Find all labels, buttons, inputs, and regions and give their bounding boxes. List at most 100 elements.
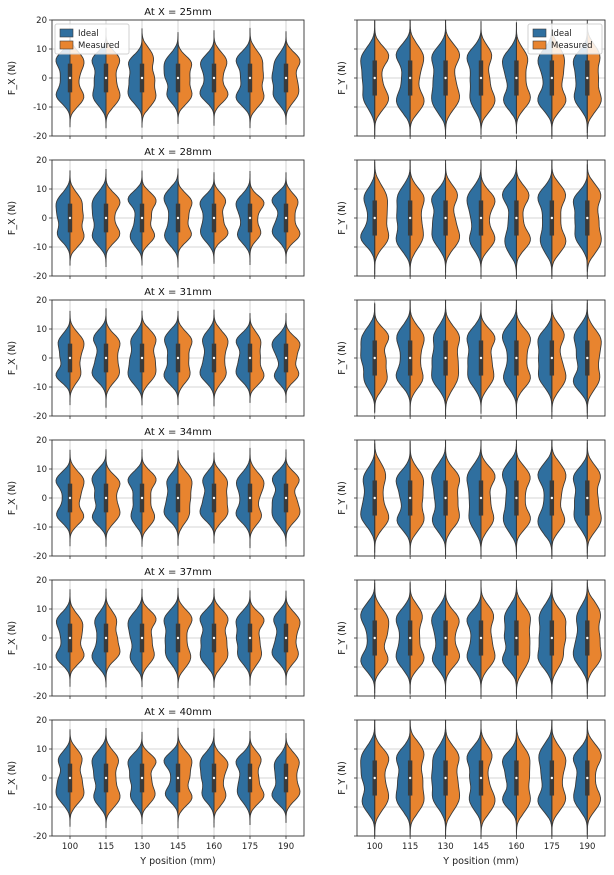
violin-175 [235,171,265,265]
violin-half-ideal [395,19,411,137]
violin-160 [501,719,531,837]
violin-half-ideal [199,454,215,542]
y-axis-label: F_X (N) [7,761,18,795]
violin-median [550,356,554,360]
violin-145 [163,587,193,689]
violin-median [104,496,108,500]
violin-half-ideal [271,31,287,125]
panel-r3-c2: F_Y (N) [337,299,606,419]
violin-half-ideal [501,22,517,134]
violin-175 [537,439,567,557]
violin-half-measured [445,299,461,417]
violin-half-measured [586,302,602,414]
x-tick-label: 100 [62,842,78,852]
y-tick-label: -10 [33,103,47,113]
violin-median [248,636,252,640]
violin-median [515,776,518,780]
violin-half-ideal [572,582,588,694]
x-tick-label: 175 [544,842,560,852]
y-tick-label: -20 [33,692,47,702]
violin-100 [360,159,390,277]
violin-median [586,496,589,500]
violin-100 [55,589,85,687]
violin-190 [271,733,301,823]
violin-160 [501,579,531,697]
violin-half-measured [445,19,461,137]
violin-half-measured [177,33,193,123]
violin-half-ideal [199,310,215,406]
y-axis-label: F_Y (N) [337,341,348,375]
violin-half-ideal [501,439,517,557]
violin-130 [431,579,461,697]
violin-median [212,356,216,360]
violin-190 [271,590,301,686]
violin-half-measured [105,592,121,684]
violin-half-measured [213,588,229,688]
violin-median [373,76,376,80]
violin-130 [127,310,157,406]
x-tick-label: 175 [242,842,258,852]
violin-130 [127,449,157,547]
violin-half-ideal [235,29,251,127]
violin-half-measured [105,173,121,263]
y-tick-label: -10 [33,383,47,393]
x-tick-label: 115 [402,842,418,852]
violin-half-ideal [163,589,179,687]
violin-median [68,496,72,500]
violin-median [284,496,288,500]
violin-175 [235,731,265,825]
violin-half-ideal [360,579,376,697]
violin-half-ideal [199,32,215,124]
violin-median [176,636,180,640]
violin-half-measured [249,313,265,403]
violin-100 [360,719,390,837]
panel-r3-c1: -20 -10 0 10 20 F_X (N) [7,296,305,422]
legend-box [54,23,130,55]
violin-median [68,216,72,220]
violin-median [479,356,483,360]
violin-median [176,496,180,500]
violin-half-ideal [127,589,143,687]
violin-145 [466,720,496,837]
violin-median [212,636,216,640]
violin-100 [55,170,85,266]
violin-half-measured [249,27,265,129]
violin-160 [199,728,229,828]
violin-half-ideal [91,729,107,827]
y-tick-label: 0 [42,494,47,504]
x-tick-label: 160 [508,842,524,852]
violin-half-ideal [431,719,447,837]
y-tick-label: 20 [36,156,47,166]
y-axis-label: F_Y (N) [337,61,348,95]
violin-median [444,776,447,780]
violin-half-measured [515,22,531,134]
violin-100 [55,449,85,547]
violin-median [444,496,447,500]
violin-half-measured [285,591,301,685]
violin-175 [235,27,265,129]
violin-half-measured [177,587,193,689]
violin-half-ideal [395,159,411,277]
violin-median [373,636,376,640]
violin-half-measured [515,443,531,553]
y-axis-label: F_X (N) [7,61,18,95]
violin-100 [360,579,390,697]
y-axis-label: F_X (N) [7,481,18,515]
violin-median [479,496,483,500]
violin-half-measured [374,582,390,694]
y-tick-label: 0 [42,634,47,644]
violin-130 [127,588,157,688]
violin-median [284,356,288,360]
violin-median [586,216,589,220]
violin-median [68,776,72,780]
violin-half-measured [586,579,602,697]
violin-median [586,76,589,80]
violin-115 [91,449,121,547]
violin-half-ideal [395,441,411,555]
violin-half-ideal [360,302,376,414]
panel-r1-c1: -20 -10 0 10 20 F_X (N) Ideal Measured [7,16,305,142]
violin-half-measured [374,159,390,277]
violin-half-ideal [271,173,287,263]
violin-115 [395,581,425,695]
violin-median [515,356,518,360]
